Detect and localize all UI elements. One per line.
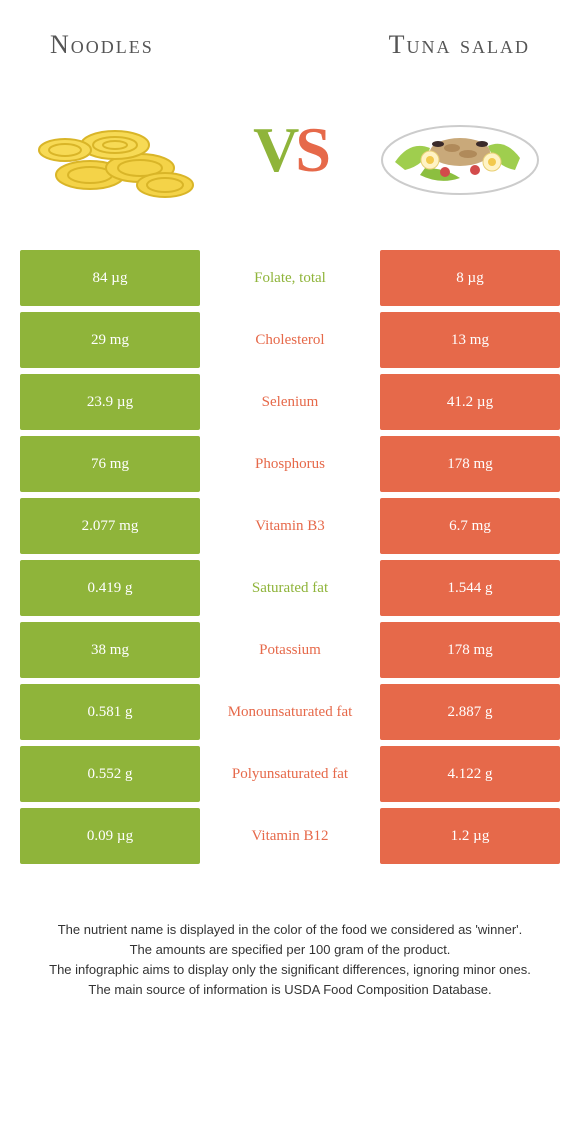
- footnote-line: The nutrient name is displayed in the co…: [30, 920, 550, 940]
- left-value: 0.09 µg: [20, 808, 200, 864]
- vs-v-letter: V: [253, 114, 295, 185]
- nutrient-row: 0.419 gSaturated fat1.544 g: [20, 560, 560, 616]
- footnote-line: The main source of information is USDA F…: [30, 980, 550, 1000]
- right-value: 6.7 mg: [380, 498, 560, 554]
- left-value: 0.552 g: [20, 746, 200, 802]
- nutrient-row: 0.581 gMonounsaturated fat2.887 g: [20, 684, 560, 740]
- nutrient-row: 0.09 µgVitamin B121.2 µg: [20, 808, 560, 864]
- nutrient-label: Folate, total: [200, 250, 380, 306]
- vs-label: VS: [253, 113, 327, 187]
- right-value: 8 µg: [380, 250, 560, 306]
- infographic-container: Noodles Tuna salad VS: [0, 0, 580, 1001]
- nutrient-row: 38 mgPotassium178 mg: [20, 622, 560, 678]
- footnote-line: The infographic aims to display only the…: [30, 960, 550, 980]
- left-value: 38 mg: [20, 622, 200, 678]
- nutrient-label: Vitamin B12: [200, 808, 380, 864]
- noodles-image: [30, 90, 210, 210]
- right-value: 178 mg: [380, 622, 560, 678]
- nutrient-label: Polyunsaturated fat: [200, 746, 380, 802]
- vs-s-letter: S: [295, 114, 327, 185]
- title-row: Noodles Tuna salad: [20, 20, 560, 90]
- left-value: 0.581 g: [20, 684, 200, 740]
- nutrient-row: 2.077 mgVitamin B36.7 mg: [20, 498, 560, 554]
- tuna-salad-image: [370, 90, 550, 210]
- footnote-line: The amounts are specified per 100 gram o…: [30, 940, 550, 960]
- nutrient-label: Selenium: [200, 374, 380, 430]
- nutrient-row: 84 µgFolate, total8 µg: [20, 250, 560, 306]
- left-value: 84 µg: [20, 250, 200, 306]
- nutrient-label: Vitamin B3: [200, 498, 380, 554]
- left-value: 23.9 µg: [20, 374, 200, 430]
- right-value: 1.544 g: [380, 560, 560, 616]
- nutrient-row: 23.9 µgSelenium41.2 µg: [20, 374, 560, 430]
- right-value: 13 mg: [380, 312, 560, 368]
- nutrient-label: Cholesterol: [200, 312, 380, 368]
- nutrient-row: 0.552 gPolyunsaturated fat4.122 g: [20, 746, 560, 802]
- footnotes: The nutrient name is displayed in the co…: [20, 870, 560, 1001]
- left-food-title: Noodles: [50, 30, 154, 60]
- vs-row: VS: [20, 90, 560, 250]
- nutrient-label: Phosphorus: [200, 436, 380, 492]
- right-value: 4.122 g: [380, 746, 560, 802]
- left-value: 2.077 mg: [20, 498, 200, 554]
- nutrient-label: Monounsaturated fat: [200, 684, 380, 740]
- nutrient-label: Saturated fat: [200, 560, 380, 616]
- right-value: 41.2 µg: [380, 374, 560, 430]
- nutrient-table: 84 µgFolate, total8 µg 29 mgCholesterol13…: [20, 250, 560, 864]
- left-value: 29 mg: [20, 312, 200, 368]
- nutrient-row: 76 mgPhosphorus178 mg: [20, 436, 560, 492]
- right-food-title: Tuna salad: [389, 30, 530, 60]
- nutrient-label: Potassium: [200, 622, 380, 678]
- left-value: 0.419 g: [20, 560, 200, 616]
- right-value: 2.887 g: [380, 684, 560, 740]
- right-value: 178 mg: [380, 436, 560, 492]
- nutrient-row: 29 mgCholesterol13 mg: [20, 312, 560, 368]
- left-value: 76 mg: [20, 436, 200, 492]
- right-value: 1.2 µg: [380, 808, 560, 864]
